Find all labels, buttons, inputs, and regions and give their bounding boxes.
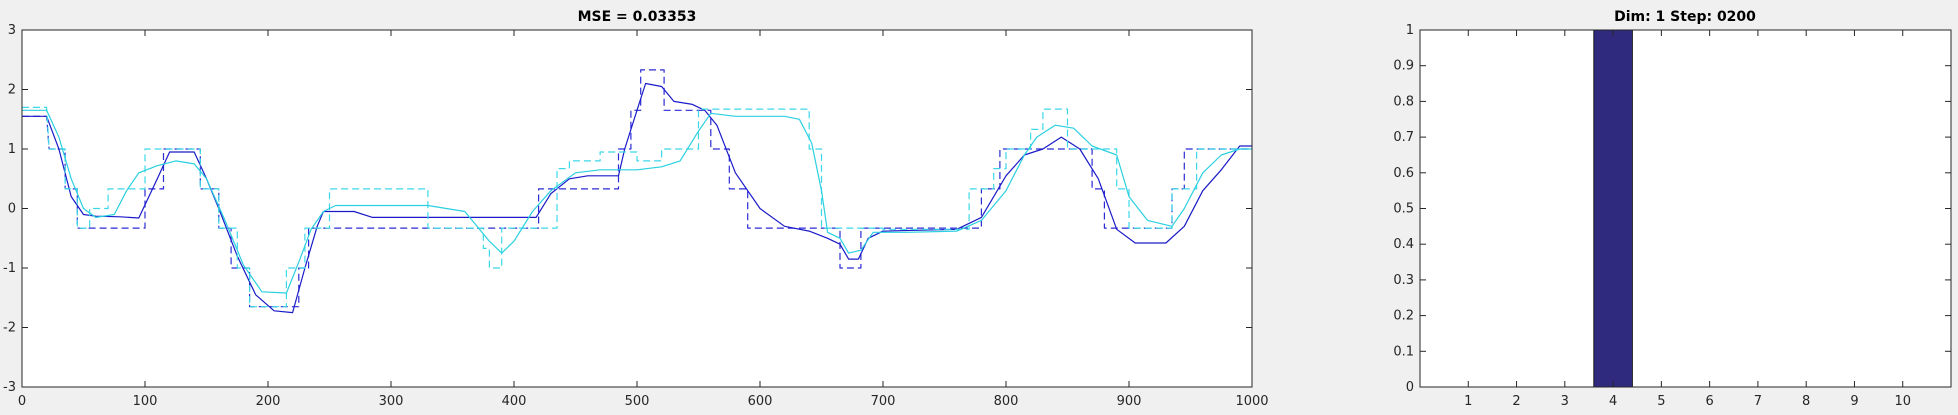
line-chart-series — [22, 69, 1252, 314]
line-series-4 — [22, 109, 1252, 294]
line-chart-x-tick-label: 600 — [748, 394, 773, 409]
bar-chart-y-tick-label: 0.8 — [1393, 94, 1414, 109]
line-chart-x-tick-label: 0 — [18, 394, 26, 409]
line-chart-x-tick-label: 900 — [1117, 394, 1142, 409]
line-chart-y-tick-label: 2 — [8, 83, 16, 98]
bar-chart-x-tick-label: 7 — [1754, 394, 1762, 409]
bar-chart-x-tick-label: 8 — [1802, 394, 1810, 409]
bar-chart-x-tick-label: 1 — [1464, 394, 1472, 409]
bar-chart-bars — [1593, 29, 1633, 388]
line-series-3 — [22, 106, 1252, 308]
bar-chart-y-tick-label: 0.3 — [1393, 273, 1414, 288]
bar-chart-axes-box — [1419, 29, 1952, 388]
bar-chart-y-ticks: 0 0.1 0.2 0.3 0.4 0.5 0.6 0.7 0.8 0.9 1 — [1393, 23, 1951, 395]
bar-chart-title: Dim: 1 Step: 0200 — [1614, 9, 1756, 25]
line-chart-x-ticks: 0 100 200 300 400 500 600 700 800 900 1000 — [18, 30, 1269, 409]
line-chart-x-tick-label: 400 — [502, 394, 527, 409]
bar-chart-x-tick-label: 5 — [1657, 394, 1665, 409]
bar-chart-y-tick-label: 0 — [1406, 380, 1414, 395]
bar-chart-x-tick-label: 10 — [1894, 394, 1911, 409]
bar-chart-plot-area — [1420, 30, 1951, 387]
line-chart-plot-area — [22, 30, 1252, 387]
bar-chart-x-tick-label: 4 — [1609, 394, 1617, 409]
line-chart-y-tick-label: -2 — [3, 321, 16, 336]
bar-chart-x-tick-label: 2 — [1512, 394, 1520, 409]
line-chart-axes-box — [21, 29, 1253, 388]
line-series-1 — [22, 69, 1252, 308]
line-chart: MSE = 0.03353 0 100 200 300 400 500 600 700 800 9… — [3, 9, 1269, 409]
bar-chart-y-tick-label: 0.1 — [1393, 344, 1414, 359]
line-chart-x-tick-label: 800 — [994, 394, 1019, 409]
bar-chart-y-tick-label: 0.7 — [1393, 130, 1414, 145]
line-chart-x-tick-label: 200 — [256, 394, 281, 409]
line-series-2 — [22, 82, 1252, 314]
bar-chart-x-tick-label: 3 — [1561, 394, 1569, 409]
line-chart-x-tick-label: 300 — [379, 394, 404, 409]
line-chart-x-tick-label: 100 — [133, 394, 158, 409]
bar-chart-y-tick-label: 0.9 — [1393, 59, 1414, 74]
bar-chart-y-tick-label: 0.6 — [1393, 166, 1414, 181]
line-chart-y-tick-label: 0 — [8, 202, 16, 217]
bar-chart-x-tick-label: 9 — [1850, 394, 1858, 409]
bar-chart-y-tick-label: 0.2 — [1393, 309, 1414, 324]
bar-4 — [1593, 29, 1633, 388]
bar-chart-x-ticks: 1 2 3 4 5 6 7 8 9 10 — [1464, 30, 1911, 409]
bar-chart-y-tick-label: 0.5 — [1393, 202, 1414, 217]
line-chart-y-tick-label: 3 — [8, 23, 16, 38]
bar-chart-y-tick-label: 1 — [1406, 23, 1414, 38]
bar-chart-y-tick-label: 0.4 — [1393, 237, 1414, 252]
line-chart-title: MSE = 0.03353 — [578, 9, 697, 25]
bar-chart: Dim: 1 Step: 0200 1 2 3 4 5 6 7 8 9 10 0 0.1 0.2 0.3… — [1393, 9, 1952, 409]
bar-chart-x-tick-label: 6 — [1705, 394, 1713, 409]
line-chart-x-tick-label: 1000 — [1235, 394, 1268, 409]
line-chart-x-tick-label: 700 — [871, 394, 896, 409]
line-chart-x-tick-label: 500 — [625, 394, 650, 409]
line-chart-y-tick-label: -1 — [3, 261, 16, 276]
line-chart-y-tick-label: -3 — [3, 380, 16, 395]
line-chart-y-tick-label: 1 — [8, 142, 16, 157]
